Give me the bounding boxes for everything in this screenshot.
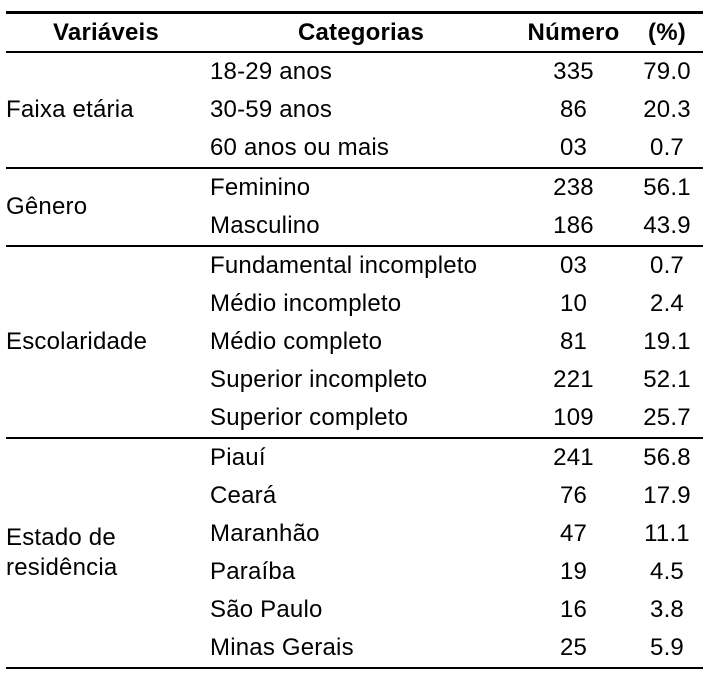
table-row: São Paulo 16 3.8 <box>6 591 703 629</box>
category-cell: Piauí <box>206 437 516 477</box>
category-cell: Maranhão <box>210 520 320 547</box>
table-row: 30-59 anos 86 20.3 <box>6 91 703 129</box>
percent-cell: 25.7 <box>643 404 691 431</box>
category-cell: Paraíba <box>210 558 296 585</box>
variable-label: Faixa etária <box>6 96 134 123</box>
column-header-percent: (%) <box>631 12 703 53</box>
percent-cell: 17.9 <box>643 482 691 509</box>
percent-cell: 56.8 <box>631 437 703 477</box>
percent-cell: 0.7 <box>650 134 684 161</box>
column-header-categories: Categorias <box>206 12 516 53</box>
table-row: Superior incompleto 221 52.1 <box>6 361 703 399</box>
category-cell: Feminino <box>206 167 516 207</box>
variable-label: Gênero <box>6 167 206 246</box>
number-cell: 81 <box>559 328 588 355</box>
table-row: 60 anos ou mais 03 0.7 <box>6 129 703 168</box>
number-cell: 47 <box>559 520 588 547</box>
percent-cell: 3.8 <box>650 596 684 623</box>
variable-label: Escolaridade <box>6 245 206 438</box>
category-cell: Fundamental incompleto <box>206 245 516 285</box>
table-header: Variáveis Categorias Número (%) <box>6 12 703 53</box>
demographics-table: Variáveis Categorias Número (%) Faixa et… <box>6 11 703 669</box>
number-cell: 241 <box>516 437 631 477</box>
percent-cell: 43.9 <box>643 212 691 239</box>
table-row: Estado de residência Piauí 241 56.8 <box>6 437 703 668</box>
number-cell: 186 <box>553 212 594 239</box>
number-cell: 86 <box>559 96 588 123</box>
table-row: Médio completo 81 19.1 <box>6 323 703 361</box>
category-cell: Superior incompleto <box>210 366 428 393</box>
percent-cell: 4.5 <box>650 558 684 585</box>
number-cell: 109 <box>553 404 594 431</box>
table-row: Minas Gerais 25 5.9 <box>6 629 703 668</box>
percent-cell: 5.9 <box>650 634 684 661</box>
percent-cell: 79.0 <box>643 58 691 85</box>
category-cell: Superior completo <box>210 404 409 431</box>
category-cell: Ceará <box>210 482 277 509</box>
category-cell: 18-29 anos <box>210 58 333 85</box>
percent-cell: 11.1 <box>644 520 690 547</box>
number-cell: 10 <box>559 290 588 317</box>
percent-cell: 19.1 <box>643 328 691 355</box>
number-cell: 25 <box>559 634 588 661</box>
table-row: Superior completo 109 25.7 <box>6 399 703 438</box>
table-row: Masculino 186 43.9 <box>6 207 703 246</box>
category-cell: 30-59 anos <box>210 96 333 123</box>
number-cell: 19 <box>559 558 588 585</box>
category-cell: 60 anos ou mais <box>210 134 390 161</box>
percent-cell: 56.1 <box>631 167 703 207</box>
percent-cell: 2.4 <box>650 290 684 317</box>
table-row: Médio incompleto 10 2.4 <box>6 285 703 323</box>
percent-cell: 20.3 <box>643 96 691 123</box>
column-header-variables: Variáveis <box>6 12 206 53</box>
column-header-number: Número <box>516 12 631 53</box>
number-cell: 03 <box>559 134 588 161</box>
variable-label: Estado de residência <box>6 437 206 668</box>
demographics-table-container: Variáveis Categorias Número (%) Faixa et… <box>6 11 703 669</box>
category-cell: Médio incompleto <box>210 290 402 317</box>
category-cell: Médio completo <box>210 328 383 355</box>
table-row: Maranhão 47 11.1 <box>6 515 703 553</box>
category-cell: Minas Gerais <box>210 634 354 661</box>
number-cell: 335 <box>553 58 594 85</box>
table-row: Paraíba 19 4.5 <box>6 553 703 591</box>
table-row: Gênero Feminino 238 56.1 <box>6 167 703 246</box>
number-cell: 238 <box>516 167 631 207</box>
number-cell: 16 <box>559 596 588 623</box>
table-row: Faixa etária 18-29 anos 335 79.0 <box>6 52 703 123</box>
number-cell: 221 <box>553 366 594 393</box>
category-cell: São Paulo <box>210 596 323 623</box>
table-body: Faixa etária 18-29 anos 335 79.0 30-59 anos 8… <box>6 52 703 668</box>
table-row: Ceará 76 17.9 <box>6 477 703 515</box>
category-cell: Masculino <box>210 212 320 239</box>
header-row: Variáveis Categorias Número (%) <box>6 12 703 53</box>
percent-cell: 0.7 <box>631 245 703 285</box>
number-cell: 76 <box>559 482 588 509</box>
number-cell: 03 <box>516 245 631 285</box>
table-row: Escolaridade Fundamental incompleto 03 0.7 <box>6 245 703 438</box>
percent-cell: 52.1 <box>643 366 691 393</box>
